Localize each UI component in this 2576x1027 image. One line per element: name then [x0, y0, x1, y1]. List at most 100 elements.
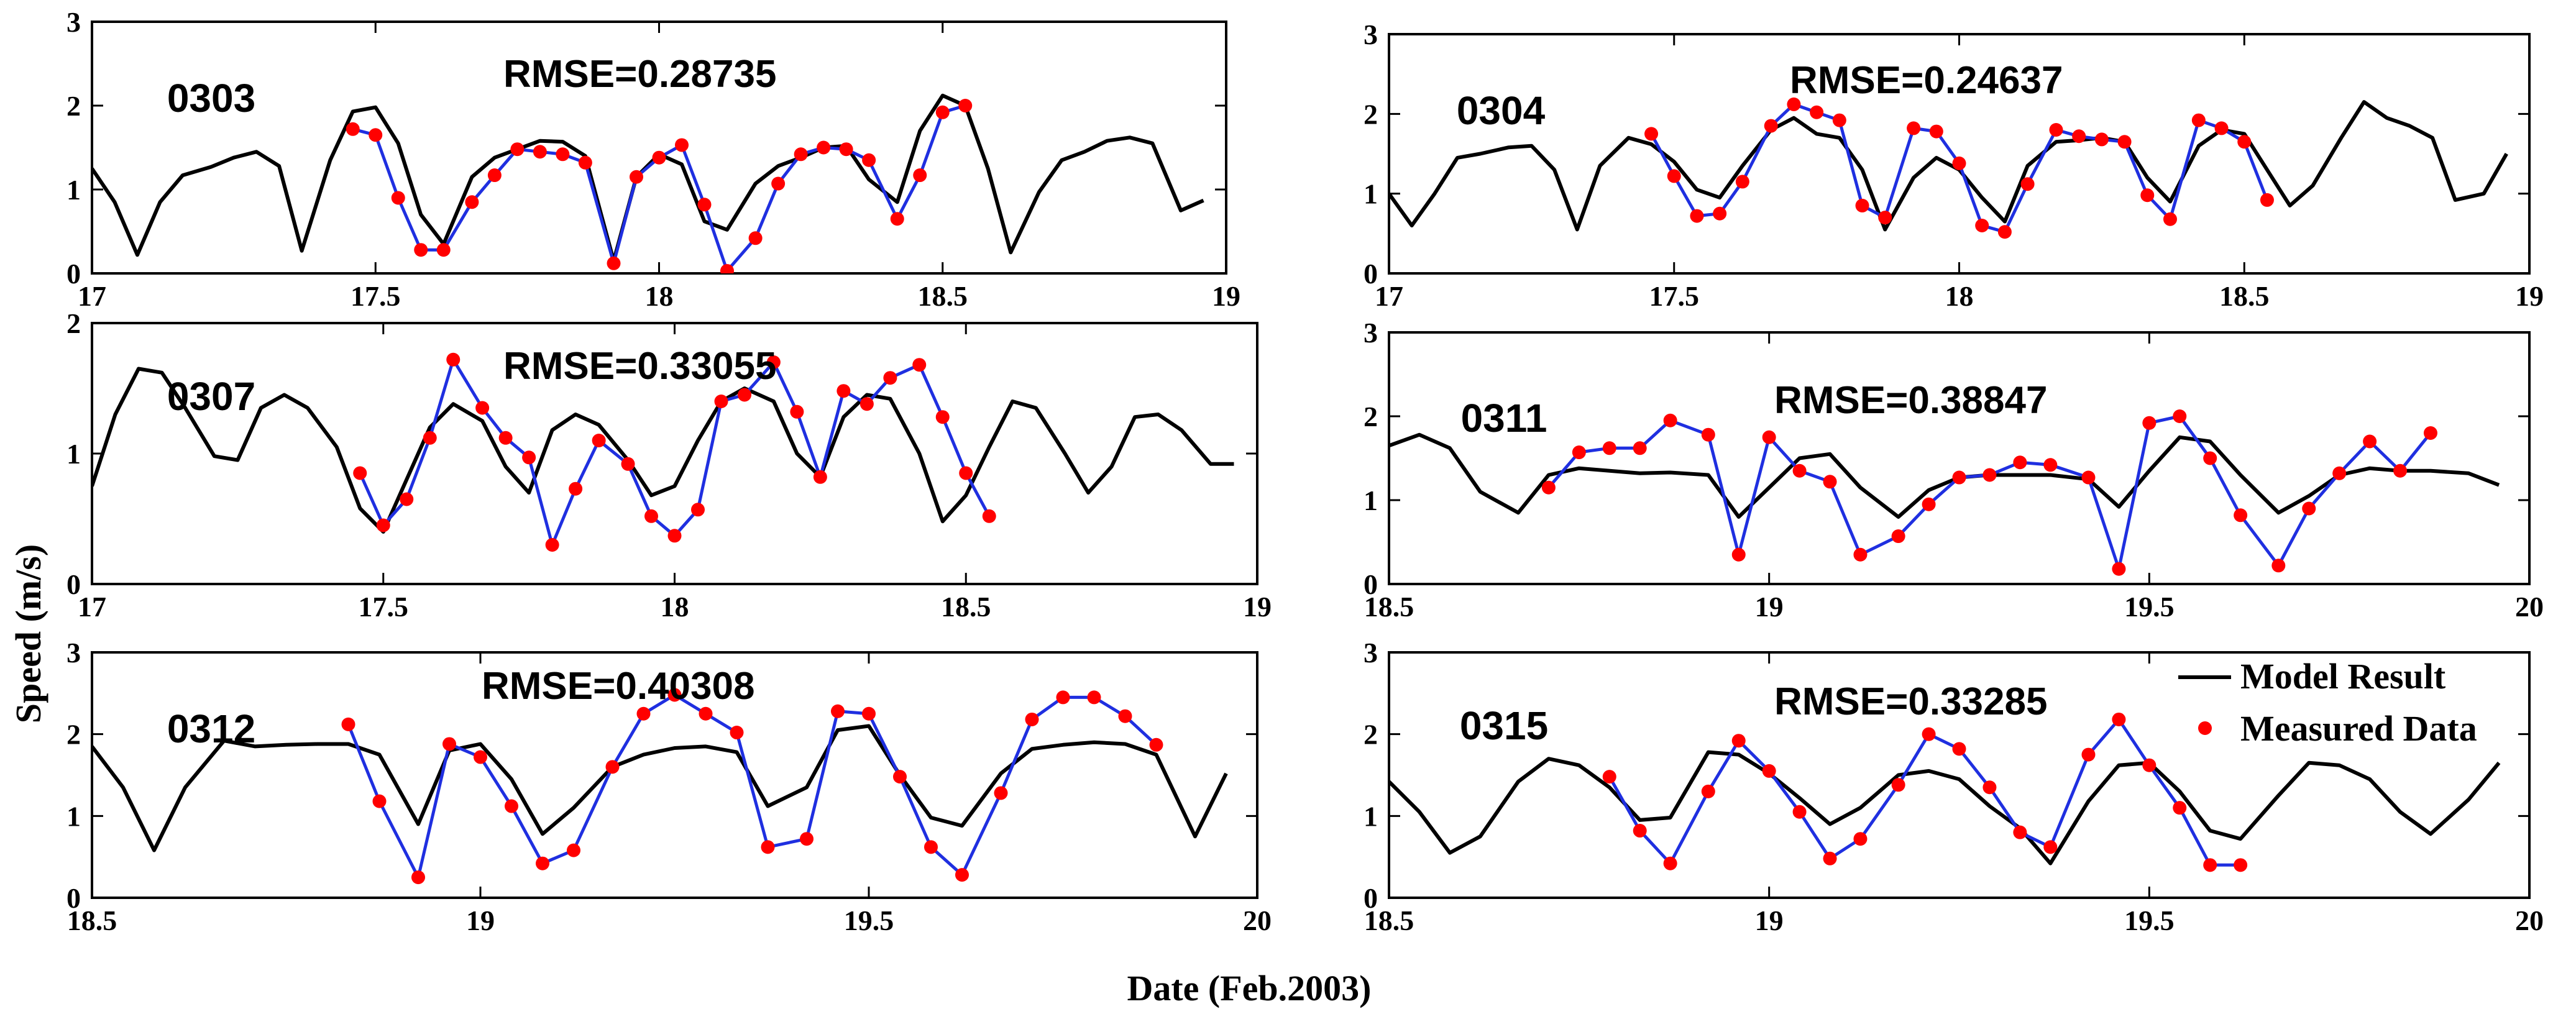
measured-data-point: [2112, 712, 2126, 726]
measured-data-point: [1667, 169, 1681, 183]
measured-data-point: [505, 799, 518, 813]
y-tick-label: 1: [1364, 485, 1378, 516]
model-result-line: [92, 724, 1228, 852]
measured-data-point: [2020, 177, 2035, 191]
measured-data-line: [1547, 414, 2432, 571]
measured-data-point: [2363, 434, 2377, 449]
measured-data-point: [667, 529, 682, 543]
measured-data-point: [893, 770, 907, 784]
measured-data-point: [982, 509, 996, 523]
measured-data-point: [510, 142, 525, 157]
x-tick-label: 17: [78, 280, 106, 312]
measured-data-point: [890, 212, 904, 226]
measured-data-point: [994, 786, 1008, 800]
measured-data-point: [569, 482, 583, 496]
measured-data-point: [1690, 209, 1704, 223]
plot-area: [1389, 409, 2500, 576]
measured-data-point: [1731, 734, 1746, 748]
measured-data-point: [372, 794, 387, 808]
x-tick-label: 19.5: [844, 905, 894, 936]
measured-data-point: [1823, 851, 1837, 865]
y-tick-label: 2: [66, 308, 81, 339]
measured-data-point: [2140, 188, 2155, 203]
y-tick-label: 1: [1364, 800, 1378, 832]
measured-data-point: [935, 105, 950, 119]
y-tick-label: 3: [66, 6, 81, 38]
y-tick-label: 2: [1364, 98, 1378, 130]
measured-data-point: [1764, 119, 1778, 133]
panel-0311: 18.5 19 19.5 20 0 1 2 3 0311 RMSE=0.38847: [1364, 317, 2544, 623]
measured-data-point: [1823, 475, 1837, 489]
measured-data-point: [1762, 764, 1776, 778]
measured-data-point: [474, 750, 487, 764]
y-tick-label: 3: [66, 637, 81, 669]
measured-data-point: [2142, 416, 2157, 430]
measured-data-point: [1853, 547, 1868, 562]
measured-data-point: [636, 706, 651, 721]
measured-data-point: [697, 198, 712, 212]
measured-data-point: [2191, 113, 2206, 127]
y-tick-label: 1: [1364, 178, 1378, 210]
measured-data-point: [2393, 463, 2408, 478]
measured-data-point: [761, 840, 775, 854]
measured-data-point: [1792, 463, 1807, 478]
measured-data-point: [675, 138, 689, 152]
measured-data-point: [1087, 690, 1101, 705]
x-tick-label: 17.5: [359, 591, 409, 623]
model-result-line: [92, 367, 1234, 534]
measured-data-point: [522, 450, 536, 465]
x-tick-label: 17: [78, 591, 106, 623]
y-tick-label: 3: [1364, 19, 1378, 50]
measured-data-point: [644, 509, 658, 523]
measured-data-point: [2043, 458, 2058, 472]
measured-data-point: [766, 355, 781, 369]
x-tick-label: 19: [1243, 591, 1272, 623]
measured-data-point: [1663, 413, 1677, 427]
measured-data-point: [1701, 427, 1715, 442]
panel-0303: 17 17.5 18 18.5 19 0 1 2 3 0303 RMSE=0.28735: [66, 6, 1240, 312]
measured-data-point: [771, 176, 786, 191]
x-axis-label: Date (Feb.2003): [1127, 968, 1371, 1008]
measured-data-point: [533, 145, 547, 159]
measured-data-point: [2043, 840, 2058, 854]
measured-data-point: [1731, 547, 1746, 562]
measured-data-point: [1975, 219, 1989, 232]
measured-data-point: [2112, 562, 2126, 576]
measured-data-point: [2081, 470, 2096, 485]
measured-data-point: [1832, 113, 1846, 127]
measured-data-point: [592, 434, 606, 447]
measured-data-point: [1633, 824, 1647, 838]
panel-0304: 17 17.5 18 18.5 19 0 1 2 3 0304 RMSE=0.24637: [1364, 19, 2544, 312]
measured-data-point: [790, 404, 804, 419]
measured-data-point: [1891, 529, 1905, 544]
measured-data-point: [839, 142, 853, 157]
measured-data-point: [475, 401, 490, 415]
measured-data-point: [800, 832, 814, 846]
measured-data-point: [1997, 225, 2012, 239]
measured-data-point: [2142, 758, 2157, 772]
plot-area: [92, 93, 1204, 273]
rmse-label: RMSE=0.28735: [503, 53, 776, 96]
measured-data-point: [794, 147, 808, 162]
measured-data-point: [652, 150, 666, 165]
measured-data-point: [341, 717, 355, 731]
measured-data-point: [1602, 441, 1616, 455]
panel-0315: 18.5 19 19.5 20 0 1 2 3 0315 RMSE=0.33285: [1364, 637, 2544, 936]
measured-data-point: [730, 726, 744, 740]
legend-model-label: Model Result: [2240, 656, 2446, 696]
x-tick-label: 19: [1755, 905, 1784, 936]
measured-data-point: [1891, 778, 1905, 792]
measured-data-point: [667, 688, 682, 702]
y-tick-label: 1: [66, 174, 81, 206]
measured-data-point: [699, 706, 713, 721]
measured-data-point: [1735, 175, 1749, 189]
measured-data-point: [578, 155, 592, 170]
measured-data-point: [1056, 690, 1070, 705]
measured-data-point: [369, 128, 383, 142]
model-result-line: [1389, 432, 2500, 519]
measured-data-point: [2163, 212, 2177, 226]
measured-data-point: [2271, 559, 2286, 573]
rmse-label: RMSE=0.33285: [1774, 680, 2047, 723]
panel-0307: 17 17.5 18 18.5 19 0 1 2 0307 RMSE=0.33055: [66, 308, 1272, 623]
panel-id-label: 0311: [1461, 396, 1547, 440]
